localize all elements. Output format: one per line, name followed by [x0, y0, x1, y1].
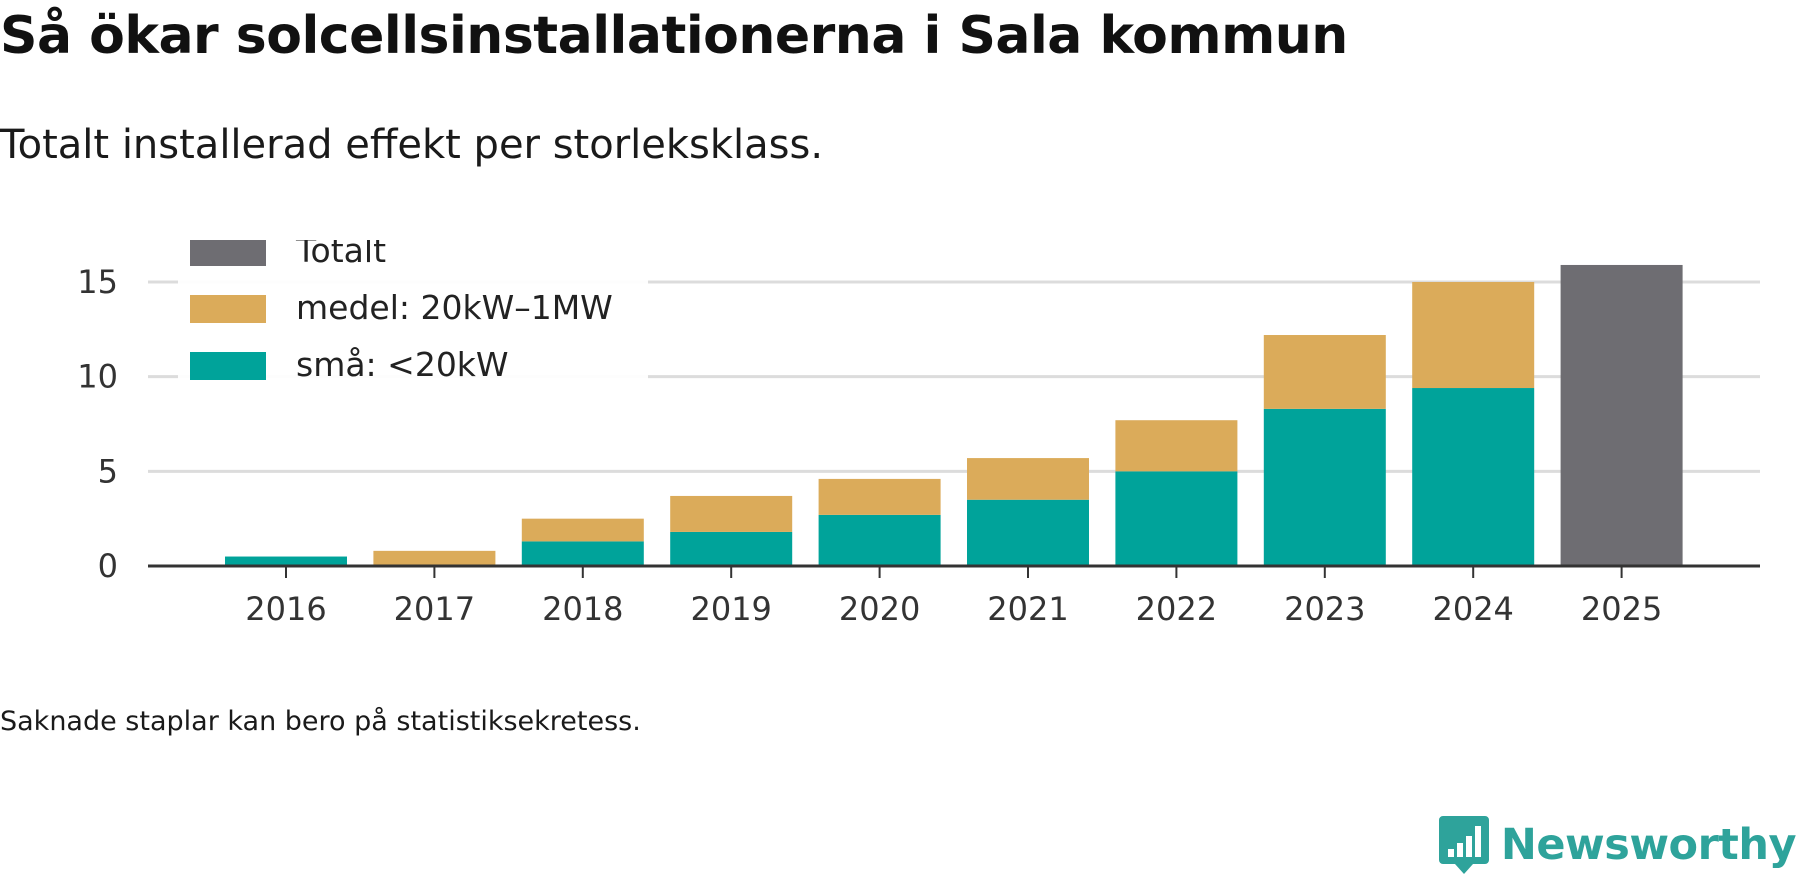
y-tick-label: 5: [98, 452, 118, 490]
bar-medel-2017: [373, 550, 496, 566]
x-tick-label: 2018: [542, 590, 623, 628]
x-tick-label: 2024: [1432, 590, 1513, 628]
bar-sma-2016: [225, 556, 347, 566]
brand-name: Newsworthy: [1500, 820, 1797, 870]
axes: 0 5 10 15 2016 2017 2018 2019 2020 2021 2022 2023 20…: [77, 263, 1760, 628]
bar-medel-2024: [1412, 282, 1535, 389]
x-tick-label: 2016: [245, 590, 326, 628]
legend: Totalt medel: 20kW–1MW små: <20kW: [178, 240, 648, 390]
bar-sma-2022: [1115, 471, 1238, 566]
bar-medel-2021: [967, 458, 1089, 500]
legend-swatch-totalt: [190, 240, 266, 266]
bar-sma-2023: [1263, 408, 1386, 566]
bar-sma-2019: [670, 531, 793, 566]
x-tick-label: 2019: [690, 590, 771, 628]
legend-label-medel: medel: 20kW–1MW: [296, 288, 613, 327]
bar-chart: 0 5 10 15 2016 2017 2018 2019 2020 2021 2022 2023 20…: [77, 240, 1760, 628]
bar-sma-2018: [521, 541, 644, 566]
bar-medel-2020: [818, 478, 941, 515]
chart-title: Så ökar solcellsinstallationerna i Sala …: [0, 6, 1348, 66]
legend-swatch-medel: [190, 295, 266, 323]
y-tick-label: 15: [77, 263, 118, 301]
x-tick-label: 2017: [394, 590, 475, 628]
legend-label-sma: små: <20kW: [296, 345, 509, 384]
bar-medel-2018: [521, 518, 644, 542]
y-tick-label: 0: [98, 547, 118, 585]
y-tick-label: 10: [77, 358, 118, 396]
bar-sma-2020: [818, 514, 941, 566]
bar-sma-2021: [967, 499, 1089, 566]
bars: [225, 264, 1683, 566]
chart-subtitle: Totalt installerad effekt per storlekskl…: [0, 122, 824, 168]
bar-sma-2024: [1412, 388, 1535, 566]
footnote: Saknade staplar kan bero på statistiksek…: [0, 706, 641, 737]
legend-swatch-sma: [190, 352, 266, 380]
newsworthy-logo[interactable]: Newsworthy: [1438, 816, 1797, 874]
bar-totalt-2025: [1560, 264, 1683, 566]
bar-medel-2022: [1115, 420, 1238, 472]
bar-medel-2023: [1263, 335, 1386, 409]
x-tick-label: 2021: [987, 590, 1068, 628]
x-tick-label: 2023: [1284, 590, 1365, 628]
x-tick-label: 2022: [1136, 590, 1217, 628]
x-tick-label: 2020: [839, 590, 920, 628]
legend-label-totalt: Totalt: [295, 240, 386, 270]
newsworthy-chat-chart-icon: [1438, 816, 1489, 874]
x-tick-label: 2025: [1581, 590, 1662, 628]
bar-medel-2019: [670, 495, 793, 532]
